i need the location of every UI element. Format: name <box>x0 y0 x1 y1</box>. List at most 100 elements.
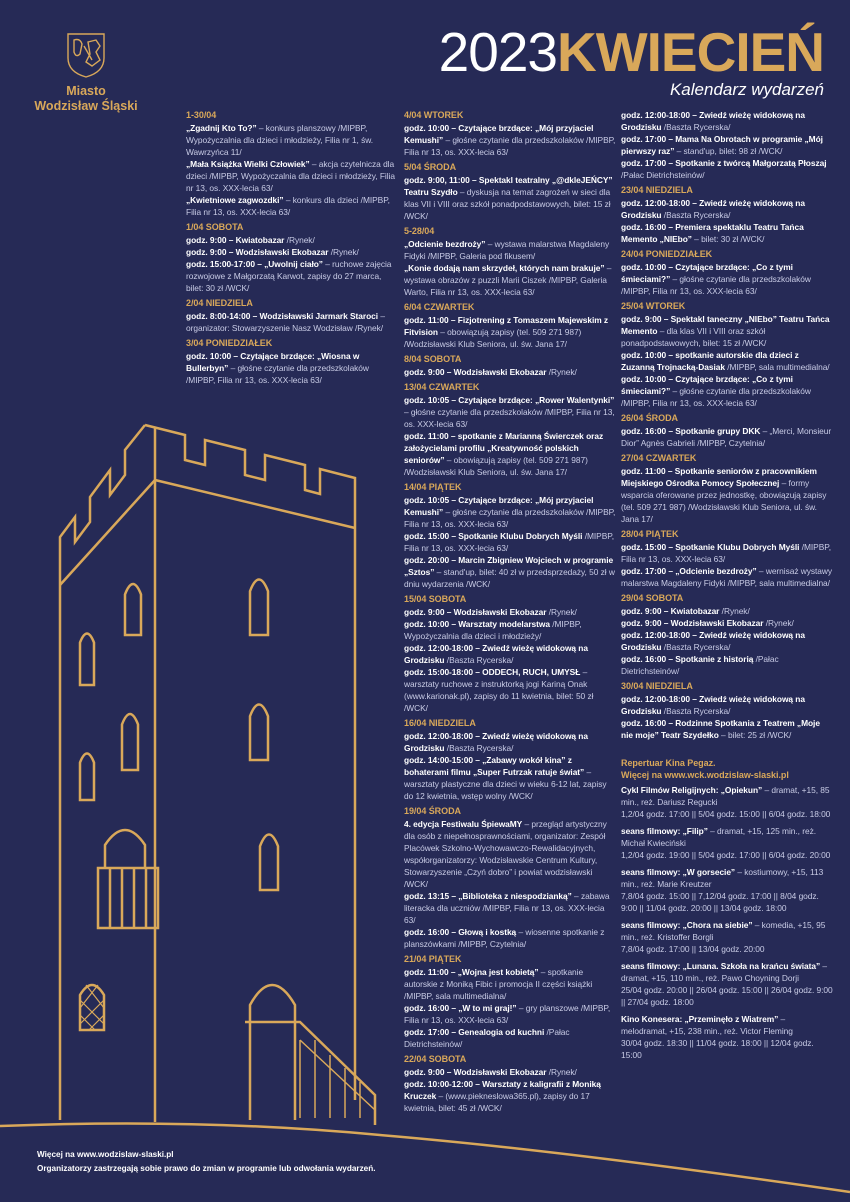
day-section: 8/04 SOBOTA godz. 9:00 – Wodzisławski Eko… <box>404 353 616 378</box>
day-section: 22/04 SOBOTA godz. 9:00 – Wodzisławski Ek… <box>404 1053 616 1114</box>
day-section: 26/04 ŚRODA godz. 16:00 – Spotkanie grupy… <box>621 412 833 449</box>
event-details: – przegląd artystyczny dla osób z niepeł… <box>404 819 607 889</box>
event-details: /MIPBP, Wypożyczalnia dla dzieci i młodz… <box>404 619 582 641</box>
event-item: godz. 9:00 – Wodzisławski Ekobazar /Ryne… <box>621 617 833 629</box>
event-details: /Rynek/ <box>763 618 794 628</box>
event-title: godz. 10:05 – Czytające brzdące: „Rower … <box>404 395 615 405</box>
event-title: godz. 11:00 – Spotkanie seniorów z praco… <box>621 466 817 488</box>
day-section: 14/04 PIĄTEK godz. 10:05 – Czytające brzd… <box>404 481 616 590</box>
event-item: godz. 11:00 – Spotkanie seniorów z praco… <box>621 465 833 525</box>
film-showtimes: 25/04 godz. 20:00 || 26/04 godz. 15:00 |… <box>621 985 833 1007</box>
date-heading: 5/04 ŚRODA <box>404 162 457 172</box>
event-title: godz. 8:00-14:00 – Wodzisławski Jarmark … <box>186 311 379 321</box>
date-heading: 5-28/04 <box>404 226 435 236</box>
event-item: godz. 13:15 – „Biblioteka z niespodziank… <box>404 890 616 926</box>
event-details: /Rynek/ <box>546 367 577 377</box>
event-item: godz. 15:00-17:00 – „Uwolnij ciało” – ru… <box>186 258 398 294</box>
date-heading: 15/04 SOBOTA <box>404 594 467 604</box>
arched-window <box>258 833 280 892</box>
film-title: seans filmowy: „Filip” <box>621 826 708 836</box>
event-item: godz. 9:00 – Kwiatobazar /Rynek/ <box>621 605 833 617</box>
event-title: godz. 12:00-18:00 – Zwiedź wieżę widokow… <box>621 630 805 652</box>
event-details: /Rynek/ <box>546 1067 577 1077</box>
event-title: godz. 10:00 – spotkanie autorskie dla dz… <box>621 350 799 372</box>
event-title: godz. 16:00 – Spotkanie z historią <box>621 654 754 664</box>
event-details: – warsztaty ruchowe z instruktorką jogi … <box>404 667 594 713</box>
event-item: godz. 17:00 – Spotkanie z twórcą Małgorz… <box>621 157 833 181</box>
event-title: godz. 12:00-18:00 – Zwiedź wieżę widokow… <box>404 643 588 665</box>
event-item: godz. 17:00 – Mama Na Obrotach w program… <box>621 133 833 157</box>
film-details: – dramat, +15, 85 min., reż. Dariusz Reg… <box>621 785 830 807</box>
event-title: godz. 15:00 – Spotkanie Klubu Dobrych My… <box>404 531 583 541</box>
event-item: godz. 9:00, 11:00 – Spektakl teatralny „… <box>404 174 616 222</box>
day-section: 16/04 NIEDZIELA godz. 12:00-18:00 – Zwied… <box>404 717 616 802</box>
event-details: – wiosenne spotkanie z planszówkami /MIP… <box>404 927 605 949</box>
film-title: seans filmowy: „Lunana. Szkoła na krańcu… <box>621 961 821 971</box>
event-details: – formy wsparcia oferowane przez jednost… <box>621 478 827 524</box>
event-details: /Baszta Rycerska/ <box>661 642 731 652</box>
event-details: – konkurs planszowy /MIPBP, Wypożyczalni… <box>186 123 374 157</box>
event-title: 4. edycja Festiwalu ŚpiewaMY <box>404 819 523 829</box>
day-section: 3/04 PONIEDZIAŁEK godz. 10:00 – Czytające… <box>186 337 398 386</box>
event-details: – głośne czytanie dla przedszkolaków /MI… <box>186 363 369 385</box>
event-title: godz. 11:00 – Fizjotrening z Tomaszem Ma… <box>404 315 609 337</box>
event-details: – obowiązują zapisy (tel. 509 271 987) /… <box>404 455 588 477</box>
event-title: godz. 15:00-17:00 – „Uwolnij ciało” <box>186 259 323 269</box>
logo-line-1: Miasto <box>66 84 106 98</box>
event-item: „Zgadnij Kto To?” – konkurs planszowy /M… <box>186 122 398 158</box>
film-details: – melodramat, +15, 238 min., reż. Victor… <box>621 1014 793 1036</box>
event-title: godz. 9:00 – Wodzisławski Ekobazar <box>404 1067 547 1077</box>
event-title: godz. 16:00 – „W to mi graj!” <box>404 1003 517 1013</box>
event-title: godz. 20:00 – Marcin Zbigniew Wojciech w… <box>404 555 614 577</box>
event-details: – głośne czytanie dla przedszkolaków /MI… <box>404 507 616 529</box>
date-heading: 28/04 PIĄTEK <box>621 529 679 539</box>
event-details: /MIPBP, sala multimedialna/ <box>725 362 830 372</box>
event-title: godz. 11:00 – „Wojna jest kobietą” <box>404 967 539 977</box>
event-details: /MIPBP, Filia nr 13, os. XXX-lecia 63/ <box>404 531 614 553</box>
event-item: godz. 16:00 – „W to mi graj!” – gry plan… <box>404 1002 616 1026</box>
event-item: godz. 17:00 – Genealogia od kuchni /Pała… <box>404 1026 616 1050</box>
day-section: 24/04 PONIEDZIAŁEK godz. 10:00 – Czytając… <box>621 248 833 297</box>
event-title: godz. 10:00 – Czytające brzdące: „Mój pr… <box>404 123 594 145</box>
event-item: godz. 12:00-18:00 – Zwiedź wieżę widokow… <box>621 197 833 221</box>
event-item: godz. 9:00 – Spektakl taneczny „NIEbo” T… <box>621 313 833 349</box>
event-title: godz. 10:00 – Czytające brzdące: „Co z t… <box>621 262 793 284</box>
event-title: godz. 15:00-18:00 – ODDECH, RUCH, UMYSŁ <box>404 667 581 677</box>
event-details: – ruchowe zajęcia rozwojowe z Małgorzatą… <box>186 259 392 293</box>
film-details: – dramat, +15, 125 min., reż. Michał Kwi… <box>621 826 816 848</box>
event-item: „Kwietniowe zagwozdki” – konkurs dla dzi… <box>186 194 398 218</box>
film-item: seans filmowy: „Lunana. Szkoła na krańcu… <box>621 960 833 1008</box>
event-item: godz. 16:00 – Rodzinne Spotkania z Teatr… <box>621 717 833 741</box>
event-item: godz. 9:00 – Wodzisławski Ekobazar /Ryne… <box>404 1066 616 1078</box>
event-item: godz. 9:00 – Kwiatobazar /Rynek/ <box>186 234 398 246</box>
event-title: godz. 9:00 – Kwiatobazar <box>621 606 720 616</box>
cinema-title: Repertuar Kina Pegaz. <box>621 758 716 768</box>
event-item: godz. 11:00 – spotkanie z Marianną Świer… <box>404 430 616 478</box>
event-title: godz. 13:15 – „Biblioteka z niespodziank… <box>404 891 572 901</box>
event-details: /MIPBP, Filia nr 13, os. XXX-lecia 63/ <box>621 542 831 564</box>
date-heading: 21/04 PIĄTEK <box>404 954 462 964</box>
arched-window <box>123 582 143 637</box>
day-section: 28/04 PIĄTEK godz. 15:00 – Spotkanie Klub… <box>621 528 833 589</box>
film-showtimes: 7,8/04 godz. 15:00 || 7,12/04 godz. 17:0… <box>621 891 819 913</box>
title-year: 2023 <box>438 21 558 83</box>
event-item: godz. 16:00 – Premiera spektaklu Teatru … <box>621 221 833 245</box>
event-details: – akcja czytelnicza dla dzieci /MIPBP, W… <box>186 159 395 193</box>
event-title: godz. 9:00, 11:00 – Spektakl teatralny „… <box>404 175 613 197</box>
date-heading: 30/04 NIEDZIELA <box>621 681 693 691</box>
arched-window <box>120 712 140 772</box>
tower-parapet-front <box>154 478 356 530</box>
day-section: godz. 12:00-18:00 – Zwiedź wieżę widokow… <box>621 109 833 181</box>
date-heading: 1-30/04 <box>186 110 217 120</box>
event-details: – (www.piekneslowa365.pl), zapisy do 17 … <box>404 1091 590 1113</box>
film-details: – dramat, +15, 110 min., reż. Pawo Choyn… <box>621 961 828 983</box>
page-title: 2023KWIECIEŃ <box>438 21 825 83</box>
event-item: godz. 10:00 – spotkanie autorskie dla dz… <box>621 349 833 373</box>
day-section: 13/04 CZWARTEK godz. 10:05 – Czytające br… <box>404 381 616 478</box>
event-title: „Zgadnij Kto To?” <box>186 123 257 133</box>
event-details: – dyskusja na temat zagrożeń w sieci dla… <box>404 187 611 221</box>
event-item: godz. 9:00 – Wodzisławski Ekobazar /Ryne… <box>186 246 398 258</box>
film-item: seans filmowy: „W gorsecie” – kostiumowy… <box>621 866 833 914</box>
event-item: 4. edycja Festiwalu ŚpiewaMY – przegląd … <box>404 818 616 890</box>
day-section: 27/04 CZWARTEK godz. 11:00 – Spotkanie se… <box>621 452 833 525</box>
